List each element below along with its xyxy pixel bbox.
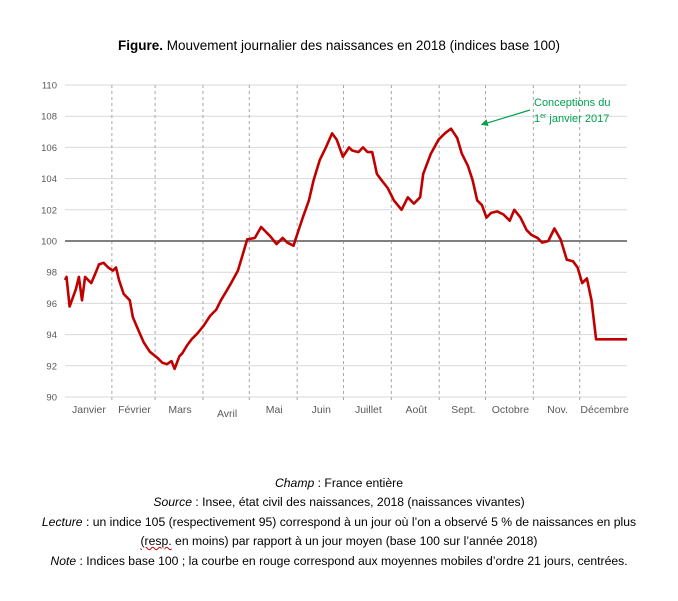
chart: 90 92 94 96 98 100 102 104 106 108 110 Janvier Févr… [41, 81, 629, 421]
y-tick-label: 110 [42, 81, 57, 92]
annotation-arrow [486, 109, 531, 124]
note-champ: Champ : France entière [0, 474, 678, 493]
x-axis-ticks: Janvier Février Mars Avril Mai Juin Juillet Aoû… [72, 404, 629, 420]
figure-notes: Champ : France entière Source : Insee, é… [0, 474, 678, 571]
note-note-text: : Indices base 100 ; la courbe en rouge … [76, 553, 628, 568]
y-tick-label: 94 [46, 330, 57, 341]
note-lecture-cont: (resp. en moins) par rapport à un jour m… [0, 532, 678, 551]
y-tick-label: 100 [41, 237, 57, 248]
figure-title-text: Mouvement journalier des naissances en 2… [163, 38, 560, 53]
y-axis-ticks: 90 92 94 96 98 100 102 104 106 108 110 [41, 81, 57, 404]
annotation-text-line1: Conceptions du [534, 97, 610, 109]
note-lecture-text-1: : un indice 105 (respectivement 95) corr… [82, 514, 637, 529]
y-tick-label: 98 [46, 268, 57, 279]
annotation-day: 1 [534, 113, 540, 125]
note-note-label: Note [50, 553, 77, 568]
annotation-date: janvier 2017 [546, 113, 609, 125]
y-tick-label: 108 [41, 112, 57, 123]
note-lecture: Lecture : un indice 105 (respectivement … [0, 513, 678, 532]
x-tick-label-7: Août [405, 404, 427, 416]
note-lecture-resp: (resp. [140, 534, 172, 549]
x-tick-label-3: Avril [217, 408, 237, 420]
y-tick-label: 92 [46, 361, 57, 372]
note-champ-text: : France entière [314, 476, 404, 490]
note-source: Source : Insee, état civil des naissance… [0, 493, 678, 512]
note-lecture-label: Lecture [41, 514, 83, 529]
figure-title-label: Figure. [118, 38, 164, 53]
y-tick-label: 106 [41, 143, 57, 154]
y-tick-label: 104 [41, 174, 57, 185]
annotation: Conceptions du 1er janvier 2017 [480, 97, 610, 126]
x-tick-label-2: Mars [168, 404, 191, 416]
x-tick-label-1: Février [118, 404, 151, 416]
x-tick-label-11: Décembre [580, 404, 629, 416]
annotation-sup: er [540, 113, 547, 120]
x-tick-label-4: Mai [266, 404, 283, 416]
note-source-label: Source [153, 495, 192, 510]
x-tick-label-9: Octobre [492, 404, 530, 416]
month-dividers [111, 85, 581, 401]
x-tick-label-8: Sept. [451, 404, 476, 416]
x-tick-label-0: Janvier [72, 404, 106, 416]
y-tick-label: 90 [46, 393, 57, 404]
note-champ-label: Champ [274, 476, 315, 490]
note-note: Note : Indices base 100 ; la courbe en r… [0, 552, 678, 571]
annotation-text-line2: 1er janvier 2017 [534, 113, 609, 125]
x-tick-label-6: Juillet [355, 404, 382, 416]
y-tick-label: 102 [41, 205, 57, 216]
x-tick-label-10: Nov. [547, 404, 568, 416]
x-tick-label-5: Juin [312, 404, 331, 416]
annotation-arrowhead [480, 119, 489, 126]
series-line [63, 127, 627, 371]
note-source-text: : Insee, état civil des naissances, 2018… [192, 495, 525, 510]
y-tick-label: 96 [46, 299, 57, 310]
figure-title: Figure. Mouvement journalier des naissan… [0, 38, 678, 53]
note-lecture-text-2: en moins) par rapport à un jour moyen (b… [171, 534, 538, 549]
